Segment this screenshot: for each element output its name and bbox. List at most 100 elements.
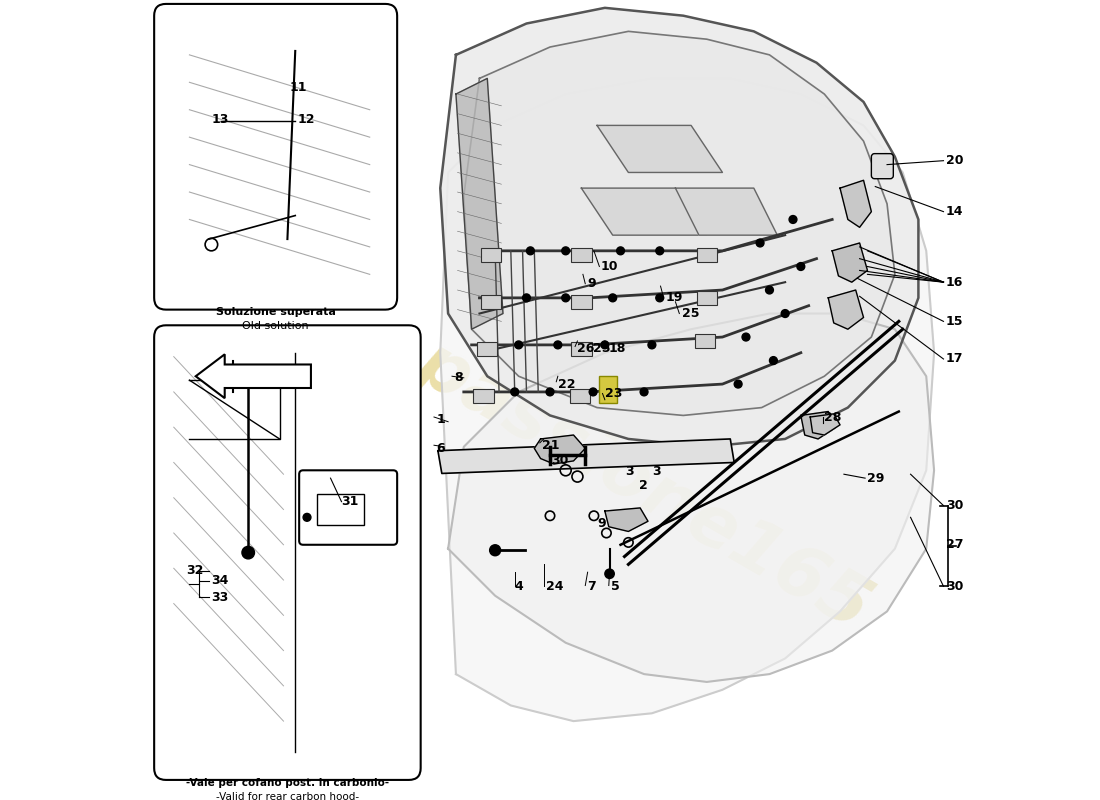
Text: 8: 8 <box>454 371 463 384</box>
Polygon shape <box>455 78 503 330</box>
FancyBboxPatch shape <box>570 389 590 403</box>
Polygon shape <box>597 126 723 173</box>
Circle shape <box>490 545 500 556</box>
Circle shape <box>546 388 554 396</box>
Text: 12: 12 <box>298 113 315 126</box>
Circle shape <box>522 294 530 302</box>
Polygon shape <box>840 180 871 227</box>
Text: 32: 32 <box>186 564 204 577</box>
Text: 15: 15 <box>946 315 964 328</box>
Text: 27: 27 <box>946 538 964 551</box>
Text: 30: 30 <box>551 454 569 467</box>
FancyBboxPatch shape <box>299 470 397 545</box>
FancyBboxPatch shape <box>696 248 717 262</box>
FancyBboxPatch shape <box>317 494 364 525</box>
Text: 21: 21 <box>542 438 560 452</box>
Circle shape <box>608 294 617 302</box>
FancyBboxPatch shape <box>571 294 592 309</box>
Circle shape <box>605 569 614 578</box>
Text: 30: 30 <box>946 499 964 512</box>
Polygon shape <box>675 188 778 235</box>
Circle shape <box>640 388 648 396</box>
Text: 18: 18 <box>608 342 626 355</box>
FancyBboxPatch shape <box>473 389 494 403</box>
Text: 10: 10 <box>601 260 618 273</box>
Text: 2: 2 <box>639 479 647 493</box>
Text: 9: 9 <box>597 517 606 530</box>
Circle shape <box>617 247 625 254</box>
Circle shape <box>742 333 750 341</box>
Polygon shape <box>440 78 934 721</box>
Text: 24: 24 <box>546 580 563 593</box>
Text: 17: 17 <box>946 353 964 366</box>
Circle shape <box>656 247 663 254</box>
Text: Soluzione superata: Soluzione superata <box>216 307 336 318</box>
Text: 26: 26 <box>578 342 595 355</box>
Circle shape <box>756 239 764 247</box>
Polygon shape <box>464 31 895 415</box>
Text: 9: 9 <box>587 278 596 290</box>
Circle shape <box>601 341 608 349</box>
FancyBboxPatch shape <box>696 291 717 305</box>
Polygon shape <box>828 290 864 330</box>
Text: 6: 6 <box>437 442 446 455</box>
FancyBboxPatch shape <box>871 154 893 178</box>
Text: 11: 11 <box>289 82 307 94</box>
Polygon shape <box>448 314 934 682</box>
Circle shape <box>562 247 570 254</box>
Text: 22: 22 <box>558 378 575 390</box>
Text: 30: 30 <box>946 580 964 593</box>
Text: 25: 25 <box>593 342 611 355</box>
Circle shape <box>242 546 254 559</box>
Circle shape <box>781 310 789 318</box>
Polygon shape <box>811 414 840 435</box>
Polygon shape <box>535 435 585 464</box>
Text: 33: 33 <box>211 590 229 604</box>
Circle shape <box>656 294 663 302</box>
Text: 31: 31 <box>341 495 359 508</box>
Text: -Valid for rear carbon hood-: -Valid for rear carbon hood- <box>216 792 359 800</box>
Text: 34: 34 <box>211 574 229 587</box>
FancyBboxPatch shape <box>154 326 420 780</box>
Text: 14: 14 <box>946 205 964 218</box>
Text: passione165: passione165 <box>405 328 883 644</box>
Text: 4: 4 <box>515 580 524 593</box>
Circle shape <box>554 341 562 349</box>
Text: 3: 3 <box>625 466 634 478</box>
Circle shape <box>789 215 796 223</box>
Text: Old solution: Old solution <box>242 322 309 331</box>
Text: 19: 19 <box>666 291 683 304</box>
Text: 20: 20 <box>946 154 964 167</box>
Text: -Vale per cofano post. in carbonio-: -Vale per cofano post. in carbonio- <box>186 778 389 787</box>
Text: 13: 13 <box>211 113 229 126</box>
Circle shape <box>648 341 656 349</box>
Text: 23: 23 <box>605 387 623 400</box>
FancyBboxPatch shape <box>571 342 592 356</box>
FancyBboxPatch shape <box>481 294 502 309</box>
FancyBboxPatch shape <box>481 248 502 262</box>
Circle shape <box>796 262 805 270</box>
Circle shape <box>304 514 311 522</box>
Text: 29: 29 <box>868 472 884 485</box>
Polygon shape <box>196 354 311 398</box>
Text: 3: 3 <box>652 466 660 478</box>
FancyBboxPatch shape <box>695 334 715 348</box>
Circle shape <box>770 357 778 365</box>
Circle shape <box>527 247 535 254</box>
Circle shape <box>562 294 570 302</box>
Text: 5: 5 <box>612 580 620 593</box>
Text: 28: 28 <box>824 410 842 423</box>
Polygon shape <box>605 508 648 531</box>
Circle shape <box>766 286 773 294</box>
Polygon shape <box>801 411 836 439</box>
Circle shape <box>590 388 597 396</box>
Polygon shape <box>438 439 734 474</box>
Text: 25: 25 <box>682 307 700 320</box>
Text: 16: 16 <box>946 276 964 289</box>
Text: 1: 1 <box>437 413 446 426</box>
Polygon shape <box>582 188 707 235</box>
Polygon shape <box>833 243 868 282</box>
FancyBboxPatch shape <box>600 376 617 403</box>
FancyBboxPatch shape <box>154 4 397 310</box>
FancyBboxPatch shape <box>571 248 592 262</box>
